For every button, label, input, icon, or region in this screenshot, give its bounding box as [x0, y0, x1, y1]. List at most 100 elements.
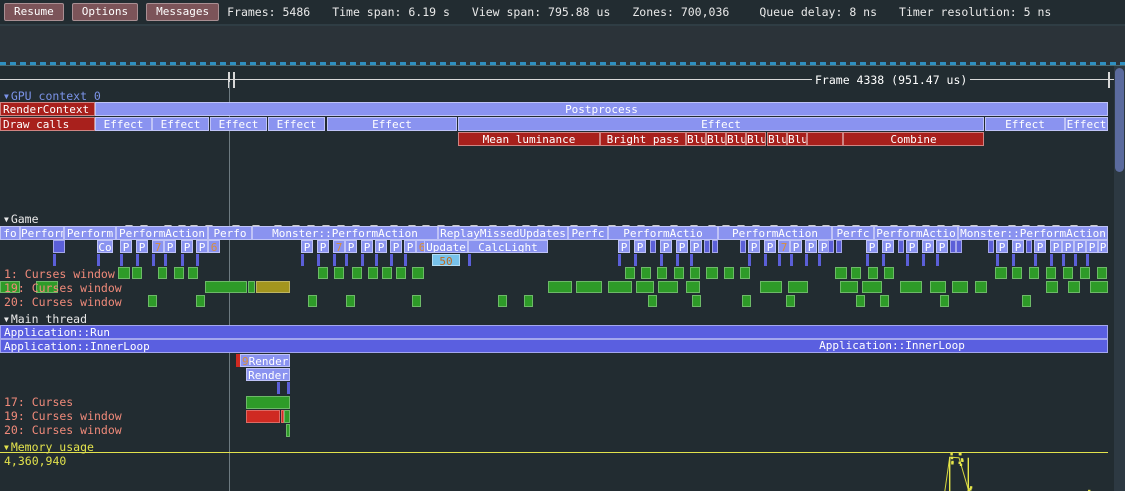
bar-row1-17[interactable]	[706, 267, 718, 279]
bar-row1-23[interactable]	[884, 267, 894, 279]
zone-game-sub-46[interactable]: P	[996, 240, 1008, 253]
zone-game-sub-28[interactable]	[740, 240, 746, 253]
bar-row2-13[interactable]	[840, 281, 858, 293]
zone-game-sub-14[interactable]: P	[375, 240, 387, 253]
zone-submark-2[interactable]	[120, 254, 123, 266]
zone-blur-2[interactable]: Blur	[726, 132, 746, 146]
zone-game-sub-3[interactable]: P	[136, 240, 148, 253]
zone-game-sub-1[interactable]: Co	[97, 240, 113, 253]
zone-submark-28[interactable]	[866, 254, 869, 266]
zone-submark-14[interactable]	[390, 254, 393, 266]
zone-game-8[interactable]: PerformActio	[608, 226, 718, 240]
bar-row3-3[interactable]	[346, 295, 355, 307]
bar-row1-22[interactable]	[868, 267, 878, 279]
bar-row1-6[interactable]	[334, 267, 344, 279]
zone-game-12[interactable]: Monster::PerformAction	[958, 226, 1108, 240]
zone-submark-22[interactable]	[748, 254, 751, 266]
bar-row1-16[interactable]	[690, 267, 700, 279]
bar-row1-0[interactable]	[118, 267, 130, 279]
bar-row3-13[interactable]	[940, 295, 949, 307]
zone-game-sub-2[interactable]: P	[120, 240, 132, 253]
zone-game-sub-27[interactable]	[712, 240, 718, 253]
bar-row1-29[interactable]	[1080, 267, 1090, 279]
bar-row2-16[interactable]	[930, 281, 946, 293]
bar-row2-9[interactable]	[658, 281, 678, 293]
options-button[interactable]: Options	[72, 3, 138, 21]
zone-game-sub-7[interactable]: P	[196, 240, 208, 253]
zone-game-sub-54[interactable]: P	[1098, 240, 1108, 253]
bar-row3-11[interactable]	[856, 295, 865, 307]
chevron-down-icon-game[interactable]: ▼	[4, 215, 9, 224]
zone-submark-27[interactable]	[818, 254, 821, 266]
zone-submark-8[interactable]	[301, 254, 304, 266]
zone-mean-luminance[interactable]: Mean luminance	[458, 132, 600, 146]
bar-row1-14[interactable]	[657, 267, 667, 279]
zone-effect-3[interactable]: Effect	[268, 117, 325, 131]
vertical-scrollbar[interactable]	[1114, 66, 1125, 491]
bar-row1-30[interactable]	[1097, 267, 1107, 279]
bar-row3-14[interactable]	[1022, 295, 1031, 307]
zone-game-7[interactable]: Perfc	[568, 226, 608, 240]
zone-game-sub-16[interactable]: P	[404, 240, 416, 253]
zone-submark-4[interactable]	[152, 254, 155, 266]
zone-game-sub-35[interactable]	[828, 240, 834, 253]
zone-game-sub-32[interactable]: P	[790, 240, 802, 253]
zone-game-2[interactable]: Perform	[64, 226, 116, 240]
bar-row3-9[interactable]	[742, 295, 751, 307]
bar-row2-10[interactable]	[686, 281, 700, 293]
zone-submark-16[interactable]	[468, 254, 471, 266]
zone-submark-35[interactable]	[1034, 254, 1037, 266]
zone-game-sub-41[interactable]: P	[922, 240, 934, 253]
bar-row2-4[interactable]	[256, 281, 290, 293]
bar-row1-19[interactable]	[740, 267, 750, 279]
zone-render-2[interactable]: Render	[246, 368, 290, 381]
zone-submark-9[interactable]	[317, 254, 320, 266]
zone-submark-7[interactable]	[196, 254, 199, 266]
bar-row2-15[interactable]	[900, 281, 922, 293]
bar-row2-20[interactable]	[1068, 281, 1080, 293]
bar-row3-7[interactable]	[648, 295, 657, 307]
bar-row2-18[interactable]	[975, 281, 987, 293]
zone-game-11[interactable]: PerformActio	[874, 226, 958, 240]
zone-game-sub-22[interactable]	[650, 240, 656, 253]
bar-row1-18[interactable]	[724, 267, 734, 279]
zone-submark-32[interactable]	[936, 254, 939, 266]
bar-row1-13[interactable]	[641, 267, 651, 279]
zone-game-3[interactable]: PerformAction	[116, 226, 208, 240]
bar-row3-6[interactable]	[524, 295, 533, 307]
bar-row3-10[interactable]	[786, 295, 795, 307]
bar-row3-5[interactable]	[498, 295, 507, 307]
zone-submark-20[interactable]	[676, 254, 679, 266]
zone-game-sub-10[interactable]: P	[317, 240, 329, 253]
zone-combine[interactable]: Combine	[843, 132, 984, 146]
zone-blur-tail[interactable]	[807, 132, 843, 146]
zone-game-sub-47[interactable]: P	[1012, 240, 1024, 253]
bar-row2-5[interactable]	[548, 281, 572, 293]
zone-game-1[interactable]: Perform	[20, 226, 64, 240]
zone-game-4[interactable]: Perfo	[208, 226, 252, 240]
zone-game-sub-21[interactable]: P	[634, 240, 646, 253]
bar-row2-3[interactable]	[248, 281, 255, 293]
zone-game-sub-36[interactable]	[836, 240, 842, 253]
memory-plot[interactable]	[0, 452, 1108, 491]
bar-row3-4[interactable]	[412, 295, 421, 307]
bar-row1-8[interactable]	[368, 267, 378, 279]
bar-row1-5[interactable]	[318, 267, 328, 279]
zone-game-sub-51[interactable]: P	[1062, 240, 1074, 253]
zone-game-sub-6[interactable]: P	[181, 240, 193, 253]
bar-row1-28[interactable]	[1063, 267, 1073, 279]
zone-game-sub-50[interactable]: P	[1050, 240, 1062, 253]
zone-game-sub-52[interactable]: P	[1074, 240, 1086, 253]
zone-game-sub-18[interactable]: Update	[424, 240, 468, 253]
zone-submark-25[interactable]	[790, 254, 793, 266]
zone-submark-5[interactable]	[164, 254, 167, 266]
zone-game-sub-29[interactable]: P	[748, 240, 760, 253]
zone-rendercontext[interactable]: RenderContext	[0, 102, 95, 116]
bar-row1-7[interactable]	[352, 267, 362, 279]
zone-game-sub-38[interactable]: P	[882, 240, 894, 253]
zone-game-sub-39[interactable]	[898, 240, 904, 253]
zone-blur-1[interactable]: Blur	[706, 132, 726, 146]
bar-row2-14[interactable]	[862, 281, 882, 293]
bar-row1-10[interactable]	[396, 267, 406, 279]
bar-row2-17[interactable]	[952, 281, 968, 293]
